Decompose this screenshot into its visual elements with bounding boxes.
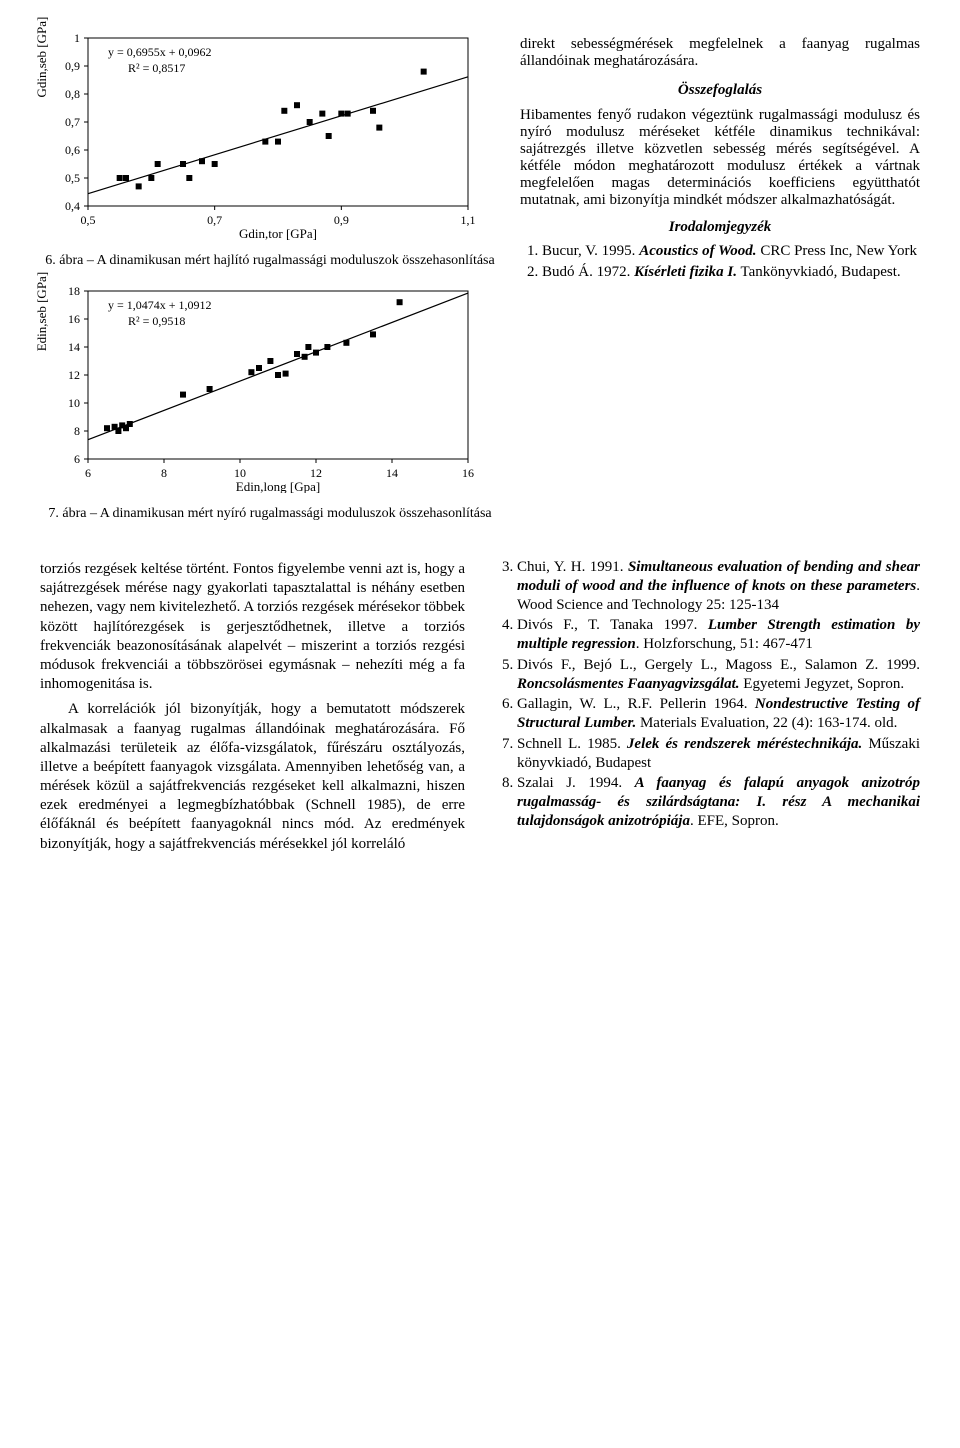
references-right: Bucur, V. 1995. Acoustics of Wood. CRC P…: [520, 242, 920, 282]
reference-item: Schnell L. 1985. Jelek és rendszerek mér…: [517, 735, 920, 773]
reference-item: Divós F., T. Tanaka 1997. Lumber Strengt…: [517, 616, 920, 654]
svg-text:1: 1: [74, 31, 80, 45]
chart1-svg: 0,40,50,60,70,80,910,50,70,91,1y = 0,695…: [40, 30, 480, 240]
svg-text:Edin,long [Gpa]: Edin,long [Gpa]: [236, 479, 320, 493]
svg-text:10: 10: [68, 396, 80, 410]
reference-item: Divós F., Bejó L., Gergely L., Magoss E.…: [517, 656, 920, 694]
svg-text:10: 10: [234, 466, 246, 480]
references-title: Irodalomjegyzék: [520, 219, 920, 236]
reference-item: Chui, Y. H. 1991. Simultaneous evaluatio…: [517, 558, 920, 614]
svg-text:8: 8: [74, 424, 80, 438]
svg-text:0,9: 0,9: [65, 59, 80, 73]
chart1-ylabel: Gdin,seb [GPa]: [34, 16, 50, 97]
reference-item: Bucur, V. 1995. Acoustics of Wood. CRC P…: [542, 242, 920, 261]
chart2-ylabel: Edin,seb [GPa]: [34, 271, 50, 350]
reference-item: Gallagin, W. L., R.F. Pellerin 1964. Non…: [517, 695, 920, 733]
right-para2: Hibamentes fenyő rudakon végeztünk rugal…: [520, 107, 920, 209]
chart2-caption: 7. ábra – A dinamikusan mért nyíró rugal…: [40, 506, 500, 522]
bottom-right-col: Chui, Y. H. 1991. Simultaneous evaluatio…: [495, 554, 920, 860]
chart2-wrap: Edin,seb [GPa] 6810121416186810121416y =…: [40, 283, 500, 498]
references-bottom: Chui, Y. H. 1991. Simultaneous evaluatio…: [495, 558, 920, 831]
svg-text:y = 0,6955x + 0,0962: y = 0,6955x + 0,0962: [108, 45, 212, 59]
svg-text:14: 14: [386, 466, 398, 480]
right-para1: direkt sebességmérések megfelelnek a faa…: [520, 36, 920, 70]
svg-text:0,7: 0,7: [207, 213, 222, 227]
svg-text:0,6: 0,6: [65, 143, 80, 157]
svg-text:16: 16: [462, 466, 474, 480]
svg-text:8: 8: [161, 466, 167, 480]
svg-text:6: 6: [74, 452, 80, 466]
chart1-caption: 6. ábra – A dinamikusan mért hajlító rug…: [40, 253, 500, 269]
svg-text:1,1: 1,1: [461, 213, 476, 227]
svg-text:0,5: 0,5: [81, 213, 96, 227]
svg-text:0,7: 0,7: [65, 115, 80, 129]
bottom-left-p2: A korrelációk jól bizonyítják, hogy a be…: [40, 700, 465, 854]
svg-text:12: 12: [68, 368, 80, 382]
right-column: direkt sebességmérések megfelelnek a faa…: [520, 30, 920, 536]
svg-text:12: 12: [310, 466, 322, 480]
svg-text:18: 18: [68, 284, 80, 298]
bottom-left-col: torziós rezgések keltése történt. Fontos…: [40, 554, 465, 860]
svg-text:6: 6: [85, 466, 91, 480]
top-row: Gdin,seb [GPa] 0,40,50,60,70,80,910,50,7…: [40, 30, 920, 536]
svg-text:y = 1,0474x + 1,0912: y = 1,0474x + 1,0912: [108, 298, 212, 312]
svg-text:0,8: 0,8: [65, 87, 80, 101]
bottom-row: torziós rezgések keltése történt. Fontos…: [40, 554, 920, 860]
chart1-wrap: Gdin,seb [GPa] 0,40,50,60,70,80,910,50,7…: [40, 30, 500, 245]
svg-text:R² = 0,9518: R² = 0,9518: [128, 314, 185, 328]
svg-text:14: 14: [68, 340, 80, 354]
reference-item: Budó Á. 1972. Kísérleti fizika I. Tankön…: [542, 263, 920, 282]
svg-text:Gdin,tor [GPa]: Gdin,tor [GPa]: [239, 226, 317, 240]
svg-text:0,5: 0,5: [65, 171, 80, 185]
svg-text:16: 16: [68, 312, 80, 326]
charts-column: Gdin,seb [GPa] 0,40,50,60,70,80,910,50,7…: [40, 30, 500, 536]
section-title: Összefoglalás: [520, 82, 920, 99]
svg-text:0,4: 0,4: [65, 199, 80, 213]
bottom-left-p1: torziós rezgések keltése történt. Fontos…: [40, 560, 465, 694]
svg-text:0,9: 0,9: [334, 213, 349, 227]
chart2-svg: 6 8 10 12 14 16 18 6 8 10 12 14 16 y = 1,0474x + 1,09…: [40, 283, 480, 493]
svg-text:R² = 0,8517: R² = 0,8517: [128, 61, 185, 75]
reference-item: Szalai J. 1994. A faanyag és falapú anya…: [517, 774, 920, 830]
